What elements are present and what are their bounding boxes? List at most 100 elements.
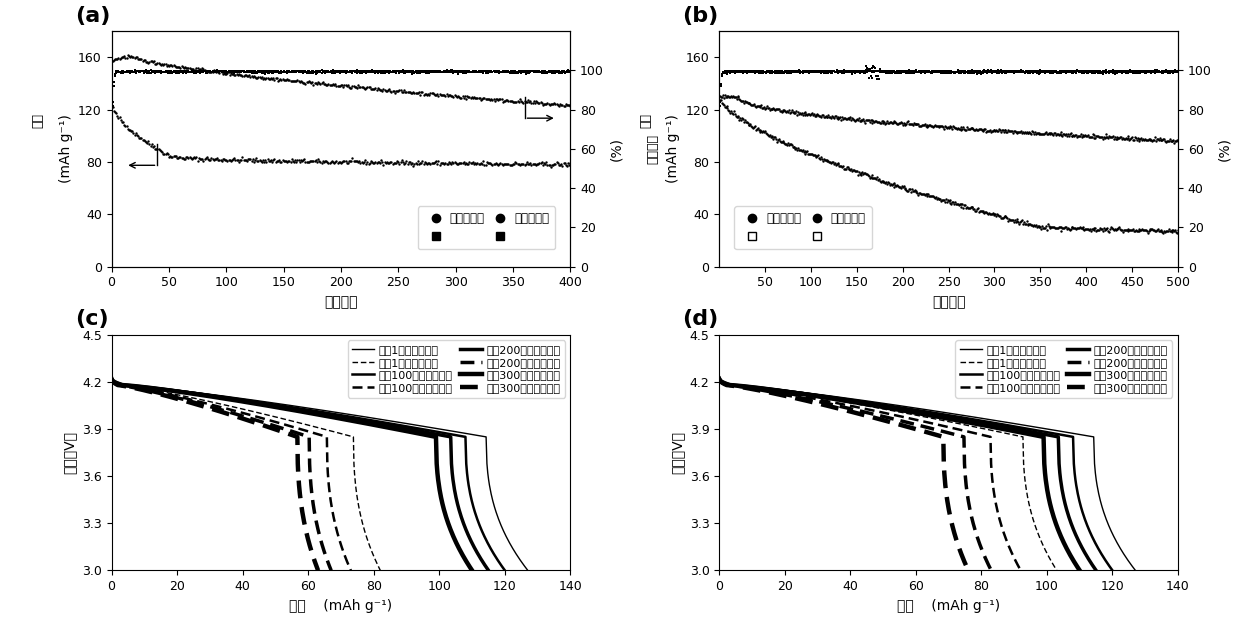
Point	[877, 117, 897, 126]
Point	[986, 68, 1006, 78]
Point	[436, 159, 456, 169]
Point	[909, 121, 929, 131]
Point	[894, 120, 914, 130]
Point	[1037, 67, 1056, 77]
Point	[534, 158, 554, 168]
循环100次镁修饰隔膜	[712, 375, 727, 383]
Point	[232, 155, 252, 165]
Point	[884, 66, 904, 76]
Point	[238, 154, 258, 164]
Point	[789, 145, 808, 155]
Point	[350, 82, 370, 92]
Point	[1117, 67, 1137, 77]
Point	[880, 180, 900, 190]
Point	[1146, 226, 1166, 236]
Point	[732, 66, 751, 76]
Point	[1032, 221, 1052, 231]
Point	[831, 161, 851, 171]
Point	[918, 122, 937, 131]
Point	[516, 66, 536, 76]
Point	[949, 124, 968, 134]
Point	[491, 67, 511, 77]
Point	[1161, 136, 1180, 146]
Point	[1083, 129, 1102, 139]
Point	[914, 67, 934, 77]
Point	[1016, 67, 1035, 77]
Point	[346, 82, 366, 92]
Point	[986, 210, 1006, 219]
Point	[1019, 68, 1039, 78]
Point	[146, 67, 166, 77]
Point	[203, 67, 223, 77]
Point	[281, 67, 301, 77]
Point	[1011, 65, 1030, 75]
Point	[1127, 226, 1147, 236]
Point	[866, 66, 885, 76]
Point	[353, 82, 373, 92]
Point	[839, 67, 859, 77]
Point	[497, 66, 517, 76]
Point	[957, 123, 977, 133]
Point	[475, 94, 495, 104]
Point	[1023, 221, 1043, 231]
Point	[916, 120, 936, 130]
Point	[367, 68, 387, 78]
Point	[340, 82, 360, 92]
Point	[379, 68, 399, 78]
Point	[1018, 66, 1038, 76]
Point	[743, 66, 763, 76]
Point	[420, 66, 440, 76]
Point	[1025, 66, 1045, 76]
Point	[410, 68, 430, 78]
Point	[205, 66, 224, 76]
Point	[157, 66, 177, 76]
Point	[883, 67, 903, 77]
Point	[325, 157, 345, 167]
Point	[764, 67, 784, 77]
Point	[982, 68, 1002, 78]
Point	[976, 124, 996, 134]
Point	[219, 67, 239, 77]
Point	[250, 68, 270, 78]
Point	[130, 68, 150, 78]
Point	[412, 66, 432, 76]
Point	[1053, 223, 1073, 233]
Point	[377, 86, 397, 96]
Point	[339, 158, 358, 168]
Point	[1105, 132, 1125, 142]
循环200次镁修饰隔膜	[890, 404, 905, 412]
Point	[556, 67, 575, 77]
Point	[298, 157, 317, 167]
Point	[278, 66, 298, 76]
Point	[481, 159, 501, 169]
Point	[843, 114, 863, 124]
Point	[274, 75, 294, 85]
Point	[124, 66, 144, 76]
Point	[1019, 219, 1039, 229]
Point	[848, 66, 868, 76]
Point	[538, 160, 558, 170]
Point	[485, 96, 505, 106]
Point	[320, 67, 340, 77]
Point	[356, 68, 376, 78]
Point	[361, 67, 381, 77]
Point	[300, 156, 320, 166]
Point	[141, 66, 161, 76]
Point	[277, 156, 296, 166]
Point	[854, 169, 874, 179]
Point	[940, 195, 960, 205]
Point	[929, 67, 949, 77]
Point	[930, 68, 950, 78]
Point	[470, 66, 490, 76]
Point	[291, 76, 311, 86]
Point	[727, 66, 746, 76]
Point	[222, 155, 242, 165]
Point	[1014, 218, 1034, 228]
Point	[446, 67, 466, 77]
Point	[305, 78, 325, 88]
Point	[298, 67, 317, 77]
Point	[1114, 68, 1133, 78]
Point	[787, 66, 807, 76]
Point	[143, 66, 162, 76]
Point	[124, 128, 144, 138]
